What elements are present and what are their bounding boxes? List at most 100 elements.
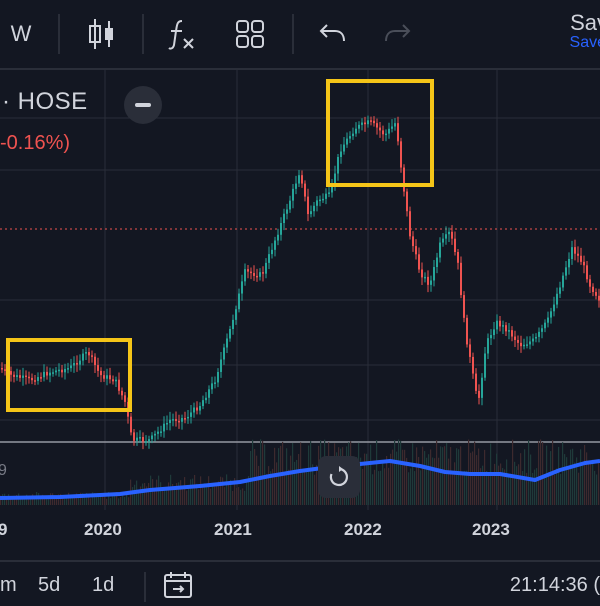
candle-body bbox=[88, 352, 90, 356]
volume-bar bbox=[176, 482, 178, 505]
volume-bar bbox=[440, 446, 442, 505]
candle-body bbox=[355, 128, 357, 134]
volume-bar bbox=[538, 441, 540, 505]
volume-bar bbox=[114, 495, 116, 505]
candle-body bbox=[373, 120, 375, 124]
volume-bar bbox=[452, 471, 454, 505]
x-tick-label: 2022 bbox=[344, 520, 382, 539]
volume-bar bbox=[104, 493, 106, 505]
candle-body bbox=[253, 273, 255, 276]
candle-body bbox=[223, 347, 225, 360]
indicators-button[interactable] bbox=[164, 14, 200, 54]
volume-bar bbox=[476, 455, 478, 505]
goto-date-button[interactable] bbox=[162, 570, 194, 606]
volume-bar bbox=[226, 474, 228, 505]
reset-chart-button[interactable] bbox=[318, 456, 360, 498]
volume-bar bbox=[488, 472, 490, 505]
volume-bar bbox=[204, 483, 206, 505]
save-button[interactable]: Sav Save bbox=[570, 10, 600, 52]
volume-bar bbox=[532, 472, 534, 505]
candle-body bbox=[322, 198, 324, 201]
volume-bar bbox=[126, 493, 128, 505]
redo-button[interactable] bbox=[380, 14, 416, 54]
volume-bar bbox=[594, 470, 596, 505]
volume-bar bbox=[484, 449, 486, 505]
candle-body bbox=[139, 437, 141, 439]
volume-bar bbox=[466, 470, 468, 505]
volume-bar bbox=[154, 489, 156, 505]
candle-body bbox=[124, 395, 126, 402]
volume-bar bbox=[48, 495, 50, 505]
volume-bar bbox=[188, 488, 190, 505]
volume-bar bbox=[478, 448, 480, 505]
volume-bar bbox=[70, 496, 72, 505]
candle-body bbox=[403, 167, 405, 192]
range-button[interactable]: m bbox=[0, 574, 17, 596]
candle-body bbox=[463, 295, 465, 318]
volume-bar bbox=[372, 474, 374, 505]
candle-body bbox=[559, 287, 561, 294]
range-button[interactable]: 1d bbox=[92, 574, 115, 596]
volume-bar bbox=[398, 439, 400, 505]
volume-axis-label: 9 bbox=[0, 462, 7, 479]
candle-body bbox=[562, 275, 564, 288]
candle-body bbox=[580, 255, 582, 262]
volume-bar bbox=[518, 464, 520, 505]
volume-bar bbox=[54, 498, 56, 505]
candle-body bbox=[280, 223, 282, 235]
undo-button[interactable] bbox=[314, 14, 350, 54]
candle-body bbox=[529, 341, 531, 345]
candle-body bbox=[481, 377, 483, 398]
collapse-legend-button[interactable] bbox=[124, 86, 162, 124]
candle-body bbox=[271, 249, 273, 255]
volume-bar bbox=[424, 451, 426, 505]
candle-body bbox=[94, 356, 96, 366]
candle-body bbox=[295, 183, 297, 189]
candle-body bbox=[448, 231, 450, 235]
volume-bar bbox=[428, 454, 430, 505]
volume-bar bbox=[412, 443, 414, 505]
volume-bar bbox=[568, 468, 570, 505]
volume-bar bbox=[284, 471, 286, 505]
candle-body bbox=[490, 335, 492, 339]
candle-body bbox=[4, 369, 6, 371]
volume-bar bbox=[418, 457, 420, 505]
candle-body bbox=[115, 379, 117, 382]
volume-bar bbox=[222, 477, 224, 505]
volume-bar bbox=[526, 472, 528, 505]
candle-body bbox=[283, 213, 285, 224]
volume-bar bbox=[450, 447, 452, 505]
volume-bar bbox=[456, 448, 458, 505]
top-toolbar: W bbox=[0, 0, 600, 68]
volume-bar bbox=[202, 484, 204, 505]
interval-button[interactable]: W bbox=[4, 14, 38, 54]
candle-body bbox=[367, 120, 369, 125]
volume-bar bbox=[308, 445, 310, 505]
volume-bar bbox=[536, 468, 538, 505]
volume-bar bbox=[110, 498, 112, 505]
volume-bar bbox=[236, 487, 238, 505]
candle-body bbox=[226, 338, 228, 348]
volume-bar bbox=[120, 496, 122, 505]
volume-bar bbox=[0, 495, 2, 505]
volume-bar bbox=[146, 486, 148, 505]
volume-bar bbox=[160, 482, 162, 505]
price-chart[interactable] bbox=[0, 70, 600, 510]
volume-bar bbox=[586, 452, 588, 505]
candle-body bbox=[409, 211, 411, 237]
range-button[interactable]: 5d bbox=[38, 574, 61, 596]
layout-button[interactable] bbox=[232, 14, 268, 54]
candle-body bbox=[412, 236, 414, 247]
volume-bar bbox=[90, 498, 92, 505]
volume-bar bbox=[442, 447, 444, 505]
candle-body bbox=[145, 441, 147, 443]
candle-body bbox=[388, 128, 390, 134]
candle-body bbox=[187, 416, 189, 419]
candle-body bbox=[58, 369, 60, 372]
undo-icon bbox=[319, 24, 345, 42]
volume-bar bbox=[272, 468, 274, 505]
chart-type-button[interactable] bbox=[82, 14, 122, 54]
candle-body bbox=[568, 258, 570, 268]
volume-bar bbox=[408, 472, 410, 505]
candle-body bbox=[337, 157, 339, 174]
